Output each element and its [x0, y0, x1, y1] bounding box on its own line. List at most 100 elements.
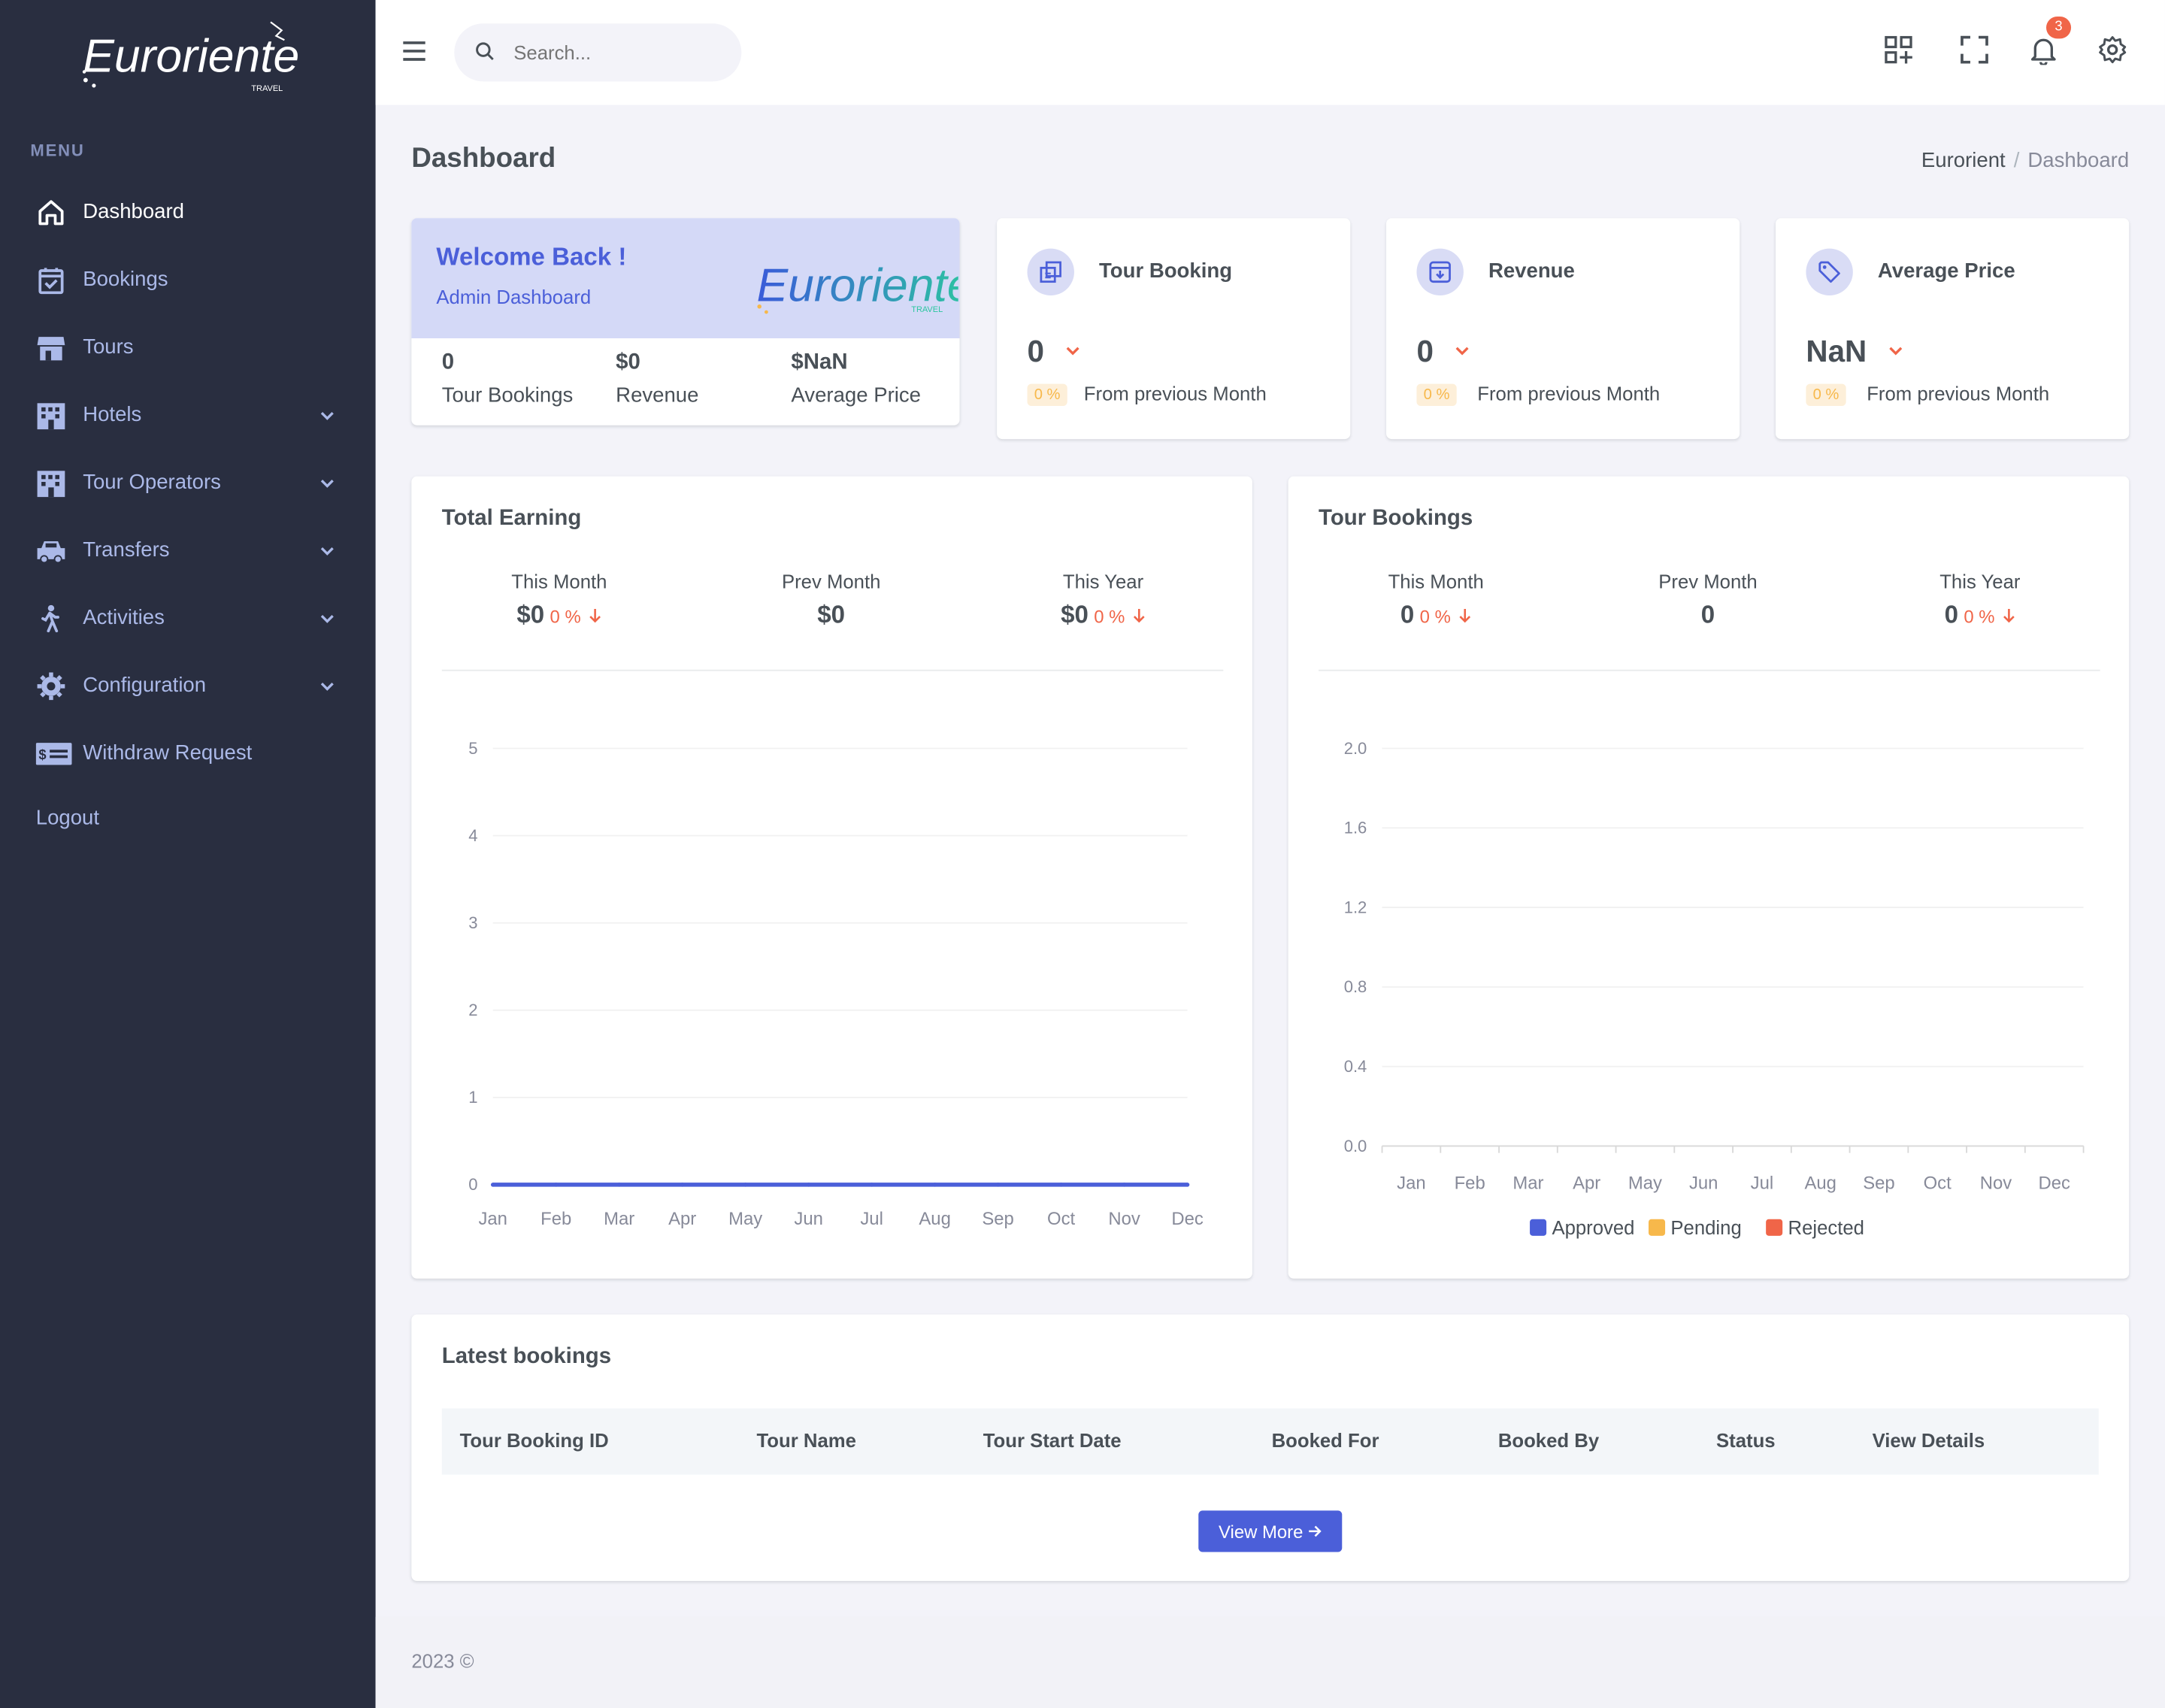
x-tick-label: May — [1628, 1173, 1662, 1193]
building-icon — [37, 471, 65, 498]
legend-label: Pending — [1670, 1218, 1741, 1239]
welcome-stat-bookings: 0 Tour Bookings — [441, 350, 574, 407]
chevron-down-icon — [320, 682, 334, 691]
x-tick-label: Jun — [1689, 1173, 1718, 1193]
svg-text:TRAVEL: TRAVEL — [251, 84, 283, 93]
search-icon — [476, 42, 494, 61]
y-tick-label: 2 — [468, 1001, 477, 1019]
arrow-down-icon — [1133, 608, 1145, 623]
building-icon — [37, 403, 65, 430]
settings-gear-icon[interactable] — [2097, 35, 2127, 65]
search-input[interactable] — [454, 23, 742, 82]
data-point — [743, 1183, 748, 1187]
x-tick-label: Aug — [1804, 1173, 1836, 1193]
chevron-down-icon — [320, 412, 334, 420]
total-earning-title: Total Earning — [441, 507, 582, 531]
column-header[interactable]: Tour Start Date — [983, 1428, 1122, 1452]
x-tick-label: Sep — [982, 1209, 1013, 1229]
welcome-title: Welcome Back ! — [436, 243, 627, 271]
x-tick-label: Mar — [1512, 1173, 1543, 1193]
kpi-card-revenue: Revenue 0 0 % From previous Month — [1386, 218, 1740, 440]
data-point — [995, 1183, 1001, 1187]
column-header[interactable]: Booked For — [1271, 1428, 1379, 1452]
legend-label: Approved — [1552, 1218, 1634, 1239]
breadcrumb-link[interactable]: Eurorient — [1921, 149, 2006, 173]
car-icon — [37, 541, 65, 564]
kpi-title: Tour Booking — [1099, 259, 1233, 283]
total-earning-line-chart: 0 1 2 3 4 5 Jan Feb Mar Apr May Jun Jul Aug Sep Oct Nov D… — [468, 739, 1204, 1229]
arrow-down-icon — [2003, 608, 2015, 623]
data-point — [869, 1183, 874, 1187]
column-header[interactable]: View Details — [1872, 1428, 1985, 1452]
y-tick-label: 0.8 — [1344, 977, 1367, 996]
column-header[interactable]: Status — [1716, 1428, 1776, 1452]
archive-icon — [1416, 248, 1464, 296]
sidebar-item-transfers[interactable]: Transfers — [0, 523, 376, 578]
column-header[interactable]: Tour Booking ID — [459, 1428, 609, 1452]
breadcrumb: Eurorient / Dashboard — [1921, 149, 2130, 173]
data-point — [806, 1183, 811, 1187]
footer-copyright: 2023 © — [411, 1649, 474, 1673]
column-header[interactable]: Booked By — [1497, 1428, 1600, 1452]
sidebar-item-label: Tour Operators — [83, 471, 221, 495]
y-tick-label: 2.0 — [1344, 739, 1367, 758]
arrow-right-icon — [1309, 1525, 1322, 1537]
sidebar-item-tours[interactable]: Tours — [0, 320, 376, 375]
y-tick-label: 0.0 — [1344, 1137, 1367, 1155]
brand-logo-color: Euroriente TRAVEL — [757, 259, 958, 314]
sidebar-item-withdraw-request[interactable]: $ Withdraw Request — [0, 726, 376, 781]
sidebar-item-configuration[interactable]: Configuration — [0, 659, 376, 713]
data-point — [1122, 1183, 1127, 1187]
notification-badge: 3 — [2045, 17, 2072, 39]
apps-grid-icon[interactable] — [1883, 35, 1913, 65]
sidebar-item-tour-operators[interactable]: Tour Operators — [0, 456, 376, 510]
kpi-percent-badge: 0 % — [1806, 383, 1846, 406]
breadcrumb-current: Dashboard — [2027, 149, 2130, 173]
fullscreen-icon[interactable] — [1959, 35, 1989, 65]
x-tick-label: Sep — [1863, 1173, 1894, 1193]
sidebar-item-label: Tours — [83, 335, 134, 359]
svg-text:$: $ — [38, 746, 46, 762]
x-tick-label: May — [728, 1209, 762, 1229]
sidebar-item-activities[interactable]: Activities — [0, 591, 376, 646]
sidebar-item-hotels[interactable]: Hotels — [0, 388, 376, 443]
column-header[interactable]: Tour Name — [756, 1428, 856, 1452]
hamburger-menu-icon[interactable] — [401, 38, 426, 63]
latest-bookings-card: Latest bookings Tour Booking ID Tour Nam… — [411, 1314, 2130, 1582]
kpi-title: Revenue — [1488, 259, 1575, 283]
sidebar-item-dashboard[interactable]: Dashboard — [0, 185, 376, 240]
bell-icon[interactable] — [2028, 35, 2058, 65]
x-tick-label: Jan — [478, 1209, 507, 1229]
data-point — [616, 1183, 622, 1187]
welcome-banner: Welcome Back ! Admin Dashboard Eurorient… — [411, 218, 960, 338]
svg-text:TRAVEL: TRAVEL — [911, 305, 943, 314]
data-point — [490, 1183, 495, 1187]
legend-marker — [1530, 1219, 1547, 1236]
welcome-subtitle: Admin Dashboard — [436, 286, 592, 308]
kpi-subtext: From previous Month — [1867, 382, 2050, 405]
sidebar-item-label: Transfers — [83, 538, 170, 562]
chevron-down-icon — [320, 480, 334, 488]
sidebar-item-bookings[interactable]: Bookings — [0, 253, 376, 307]
x-tick-label: Apr — [1573, 1173, 1600, 1193]
total-earning-card: Total Earning This Month $0 0 % Prev Mont… — [411, 476, 1252, 1279]
x-tick-label: Jan — [1397, 1173, 1425, 1193]
x-tick-label: Dec — [1171, 1209, 1204, 1229]
sidebar-item-label: Bookings — [83, 268, 168, 292]
earning-this-month: This Month $0 0 % — [511, 570, 607, 628]
x-tick-label: Dec — [2038, 1173, 2070, 1193]
x-tick-label: Jul — [860, 1209, 883, 1229]
earning-prev-month: Prev Month $0 — [781, 570, 881, 628]
brand-logo[interactable]: Euroriente TRAVEL — [80, 20, 301, 97]
data-point — [1058, 1183, 1064, 1187]
logout-link[interactable]: Logout — [0, 791, 376, 846]
x-tick-label: Mar — [604, 1209, 634, 1229]
sidebar-item-label: Dashboard — [83, 200, 184, 224]
x-tick-label: Oct — [1924, 1173, 1952, 1193]
footer: 2023 © — [375, 1616, 2165, 1708]
x-tick-label: Apr — [668, 1209, 696, 1229]
view-more-button[interactable]: View More — [1198, 1510, 1343, 1552]
kpi-percent-badge: 0 % — [1416, 383, 1457, 406]
